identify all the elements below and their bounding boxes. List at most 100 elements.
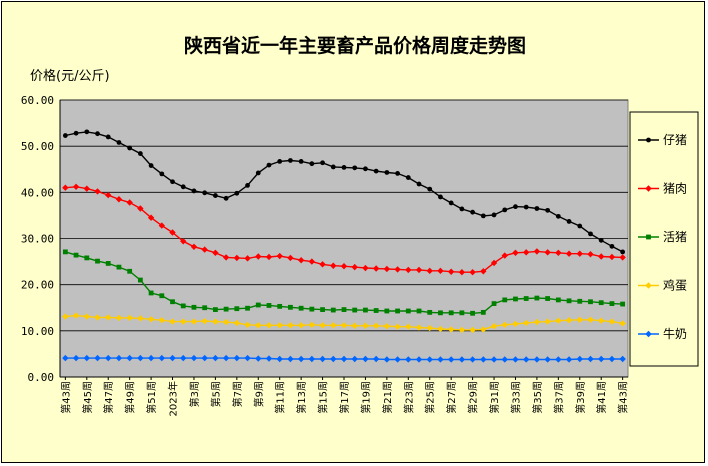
data-point bbox=[372, 355, 380, 363]
data-point bbox=[565, 250, 573, 257]
data-point bbox=[137, 277, 143, 283]
data-point bbox=[458, 356, 466, 363]
data-point bbox=[115, 196, 123, 203]
data-point bbox=[201, 354, 208, 362]
data-point bbox=[587, 316, 594, 323]
data-point bbox=[72, 354, 80, 362]
legend-item: 仔猪 bbox=[638, 133, 687, 147]
data-point bbox=[212, 318, 219, 325]
data-point bbox=[522, 249, 530, 256]
data-point bbox=[308, 355, 316, 363]
data-point bbox=[190, 318, 198, 325]
data-point bbox=[469, 326, 476, 334]
data-point bbox=[127, 268, 133, 274]
data-point bbox=[308, 258, 316, 265]
data-point bbox=[73, 252, 79, 258]
y-tick-label: 10.00 bbox=[21, 325, 54, 338]
data-point bbox=[234, 306, 240, 312]
data-point bbox=[405, 323, 412, 330]
data-point bbox=[158, 354, 166, 362]
data-point bbox=[341, 307, 347, 312]
data-point bbox=[126, 199, 133, 206]
data-point bbox=[223, 306, 229, 312]
data-point bbox=[427, 309, 433, 315]
data-point bbox=[202, 305, 208, 311]
data-point bbox=[320, 307, 325, 312]
data-point bbox=[533, 356, 541, 363]
data-point bbox=[255, 170, 261, 176]
series-鸡蛋 bbox=[62, 312, 626, 334]
data-point bbox=[180, 303, 186, 309]
data-point bbox=[384, 170, 390, 175]
data-point bbox=[566, 298, 572, 304]
data-point bbox=[105, 191, 112, 199]
data-point bbox=[587, 250, 594, 258]
data-point bbox=[137, 205, 144, 212]
data-point bbox=[115, 354, 123, 362]
data-point bbox=[362, 355, 369, 363]
data-point bbox=[405, 266, 412, 274]
data-point bbox=[148, 290, 154, 296]
data-point bbox=[480, 309, 486, 315]
data-point bbox=[426, 324, 433, 332]
data-point bbox=[222, 254, 230, 261]
data-point bbox=[566, 219, 572, 224]
data-point bbox=[383, 356, 391, 363]
data-point bbox=[170, 179, 175, 185]
data-point bbox=[244, 321, 251, 329]
data-point bbox=[512, 320, 519, 328]
data-point bbox=[394, 356, 401, 363]
x-tick-label: 第25周 bbox=[424, 381, 437, 414]
data-point bbox=[72, 312, 80, 319]
data-point bbox=[169, 354, 176, 362]
data-point bbox=[190, 243, 198, 251]
data-point bbox=[137, 151, 143, 156]
data-point bbox=[491, 212, 497, 218]
data-point bbox=[234, 190, 240, 196]
data-point bbox=[137, 354, 144, 362]
data-point bbox=[309, 306, 315, 312]
data-point bbox=[469, 356, 476, 363]
data-point bbox=[148, 163, 154, 168]
data-point bbox=[62, 133, 68, 138]
data-point bbox=[490, 259, 498, 267]
data-point bbox=[233, 254, 241, 262]
data-point bbox=[137, 315, 144, 322]
data-point bbox=[159, 293, 165, 299]
data-point bbox=[373, 308, 379, 313]
data-point bbox=[83, 354, 90, 362]
data-point bbox=[170, 299, 175, 305]
data-point bbox=[480, 326, 487, 333]
x-tick-label: 第49周 bbox=[124, 381, 137, 414]
data-point bbox=[490, 356, 498, 363]
data-point bbox=[147, 316, 155, 323]
legend-item: 牛奶 bbox=[638, 326, 687, 341]
y-tick-label: 50.00 bbox=[21, 140, 54, 153]
data-point bbox=[490, 323, 498, 330]
data-point bbox=[619, 254, 626, 261]
data-point bbox=[534, 206, 540, 211]
data-point bbox=[147, 354, 155, 362]
data-point bbox=[383, 323, 391, 330]
data-point bbox=[94, 314, 101, 321]
data-point bbox=[545, 296, 551, 301]
data-point bbox=[576, 355, 583, 363]
data-point bbox=[287, 355, 294, 363]
data-point bbox=[105, 314, 112, 321]
data-point bbox=[437, 325, 444, 333]
y-tick-label: 30.00 bbox=[21, 233, 54, 246]
legend-label: 鸡蛋 bbox=[663, 278, 687, 293]
series-猪肉 bbox=[62, 183, 626, 276]
data-point bbox=[84, 255, 90, 261]
data-point bbox=[297, 355, 305, 363]
data-point bbox=[512, 356, 519, 363]
legend-marker bbox=[645, 282, 652, 289]
data-point bbox=[534, 295, 540, 301]
data-point bbox=[95, 258, 100, 264]
y-tick-label: 40.00 bbox=[21, 186, 54, 199]
data-point bbox=[448, 310, 454, 316]
data-point bbox=[62, 354, 69, 362]
legend-marker bbox=[646, 137, 651, 143]
data-point bbox=[426, 356, 433, 363]
